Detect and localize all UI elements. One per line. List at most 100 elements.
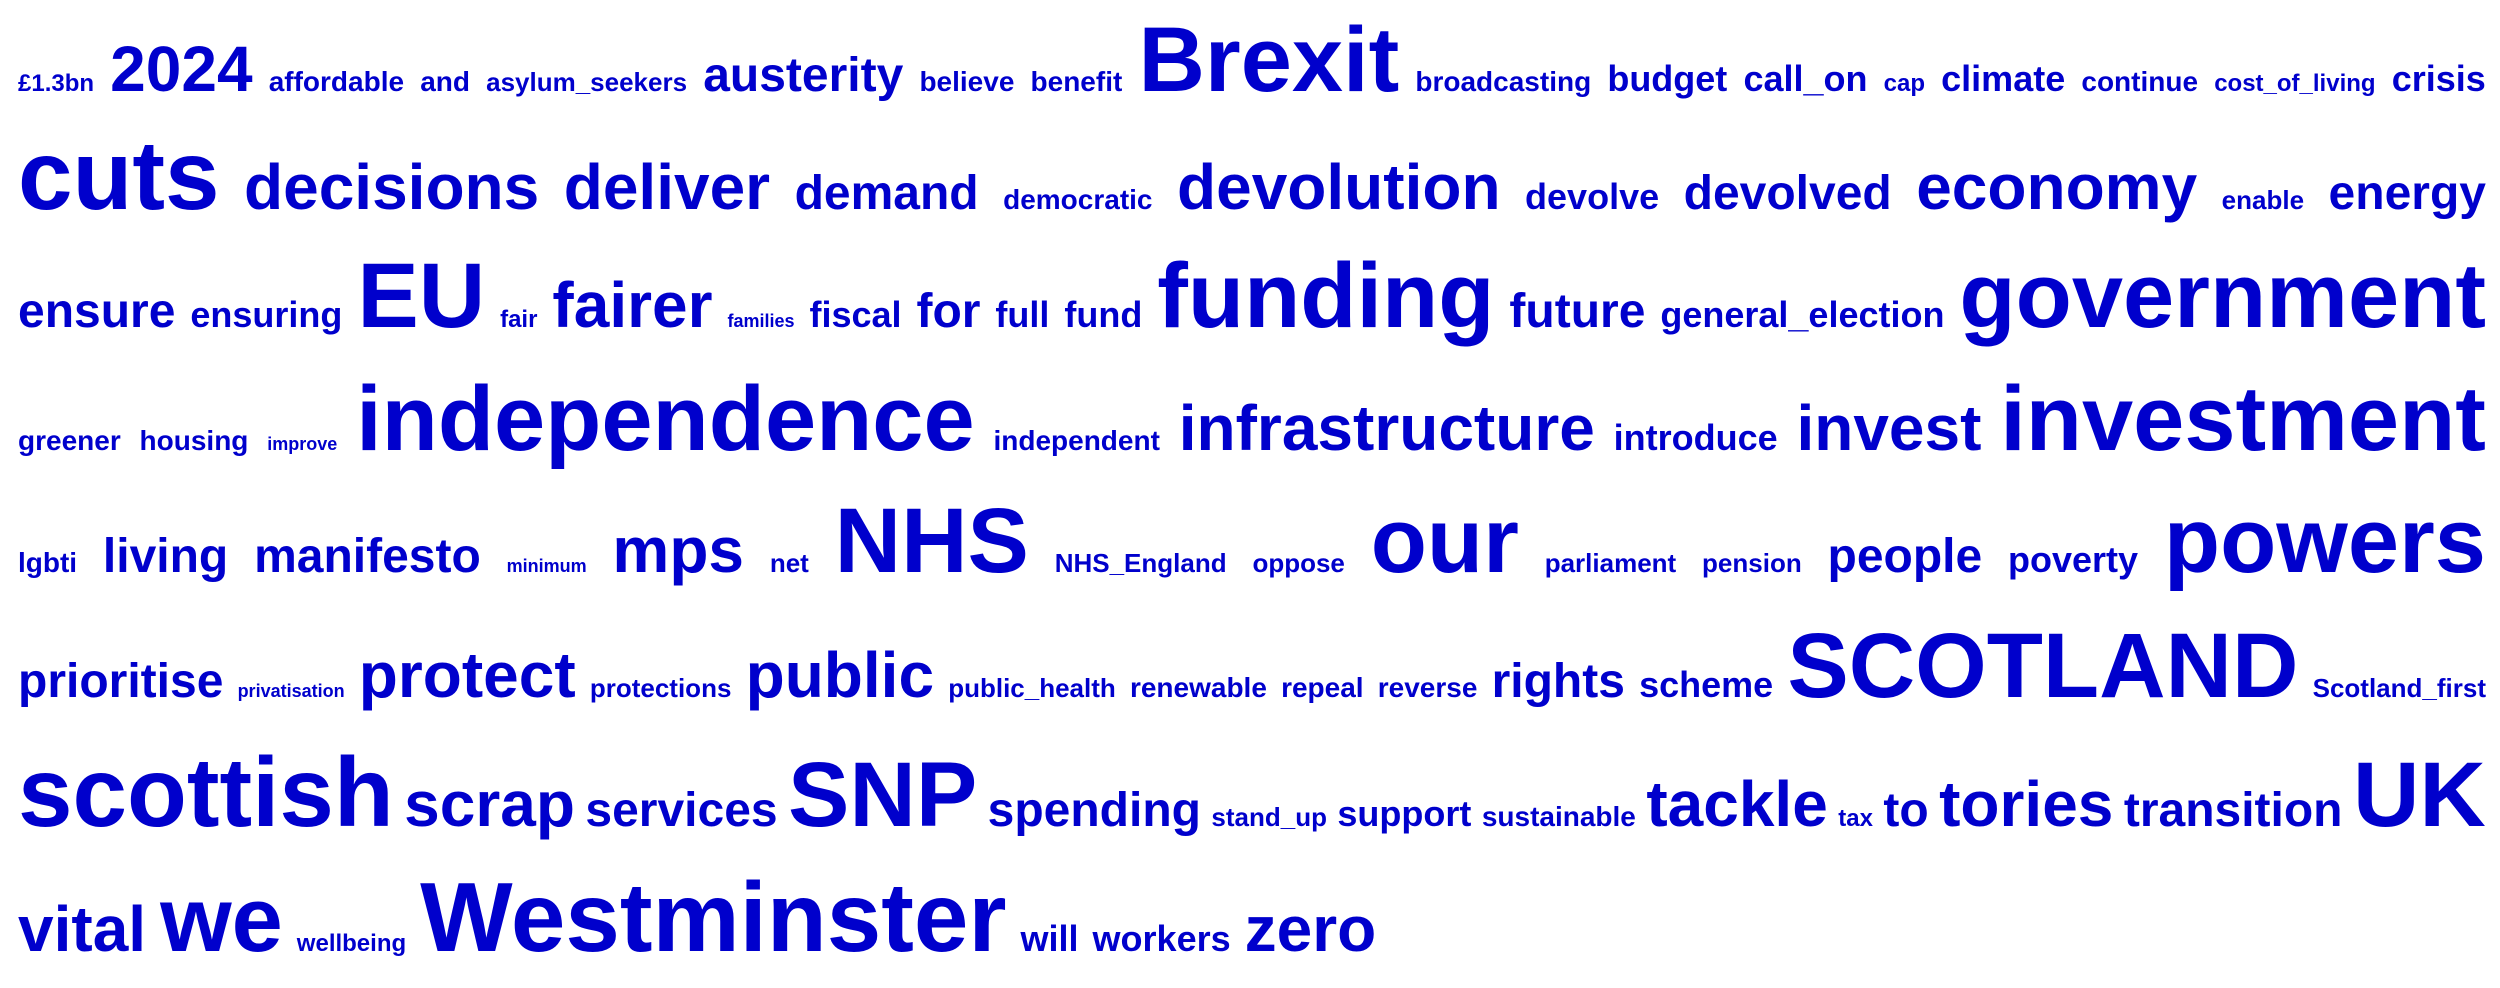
word: spending bbox=[987, 784, 1201, 837]
word-row-8: vital we wellbeing Westminster will workers ze… bbox=[18, 868, 2486, 966]
word: invest bbox=[1796, 392, 1982, 464]
word: call_on bbox=[1743, 58, 1868, 99]
word: people bbox=[1827, 530, 1983, 583]
word: SCOTLAND bbox=[1787, 615, 2299, 717]
word-row-3: ensure ensuring EU fair fairer families fiscal… bbox=[18, 250, 2486, 342]
word: we bbox=[160, 869, 283, 971]
word: austerity bbox=[703, 49, 904, 102]
word: enable bbox=[2221, 185, 2305, 215]
word: improve bbox=[267, 434, 338, 454]
word: affordable bbox=[268, 66, 405, 97]
word: living bbox=[102, 530, 229, 583]
word: renewable bbox=[1129, 672, 1267, 703]
word: scrap bbox=[404, 768, 575, 840]
word: powers bbox=[2163, 490, 2486, 592]
word: infrastructure bbox=[1178, 392, 1595, 464]
word: tories bbox=[1939, 768, 2114, 840]
word: devolution bbox=[1177, 151, 1501, 223]
word: cap bbox=[1883, 70, 1926, 97]
word: net bbox=[769, 548, 809, 578]
word: public_health bbox=[948, 673, 1116, 703]
word-row-2: cuts decisions deliver demand democratic devo… bbox=[18, 126, 2486, 224]
word: families bbox=[727, 311, 795, 331]
word: poverty bbox=[2008, 539, 2139, 580]
word: 2024 bbox=[110, 33, 253, 105]
word: prioritise bbox=[18, 655, 224, 708]
word: services bbox=[585, 784, 778, 837]
word: manifesto bbox=[254, 530, 481, 583]
word: will bbox=[1020, 918, 1079, 959]
word: cost_of_living bbox=[2214, 70, 2376, 97]
word: NHS bbox=[834, 490, 1029, 592]
word: support bbox=[1337, 793, 1472, 834]
word: housing bbox=[139, 425, 249, 456]
word: government bbox=[1959, 245, 2486, 347]
word: rights bbox=[1491, 655, 1625, 708]
word: decisions bbox=[244, 151, 540, 223]
word: EU bbox=[357, 245, 486, 347]
word: sustainable bbox=[1481, 801, 1636, 832]
word: Westminster bbox=[420, 862, 1007, 972]
word: fair bbox=[500, 306, 538, 333]
word: vital bbox=[18, 893, 147, 965]
word: general_election bbox=[1660, 294, 1945, 335]
word: continue bbox=[2081, 66, 2199, 97]
word: devolve bbox=[1525, 176, 1660, 217]
word: tackle bbox=[1646, 768, 1828, 840]
word: devolved bbox=[1683, 167, 1892, 220]
word: £1.3bn bbox=[18, 70, 95, 97]
word-row-4: greener housing improve independence indepen… bbox=[18, 373, 2486, 465]
word: protections bbox=[589, 673, 732, 703]
word: independent bbox=[993, 425, 1160, 456]
word: lgbti bbox=[18, 547, 78, 578]
word: UK bbox=[2352, 744, 2486, 846]
word: fiscal bbox=[809, 294, 902, 335]
word: future bbox=[1509, 285, 1646, 338]
word: wellbeing bbox=[296, 930, 407, 957]
word: workers bbox=[1092, 918, 1231, 959]
word: and bbox=[420, 66, 470, 97]
word: tax bbox=[1838, 805, 1873, 832]
word: asylum_seekers bbox=[486, 67, 688, 97]
word: NHS_England bbox=[1054, 548, 1227, 578]
word: introduce bbox=[1613, 417, 1778, 458]
word: independence bbox=[356, 368, 975, 470]
word: parliament bbox=[1544, 548, 1677, 578]
word-row-5: lgbti living manifesto minimum mps net NHS NHS_… bbox=[18, 495, 2486, 587]
word: full bbox=[995, 294, 1050, 335]
word: ensure bbox=[18, 285, 176, 338]
word: minimum bbox=[506, 556, 587, 576]
word: scottish bbox=[18, 737, 394, 847]
word: scheme bbox=[1639, 664, 1774, 705]
word: investment bbox=[2000, 368, 2486, 470]
word: funding bbox=[1157, 245, 1495, 347]
word: mps bbox=[612, 514, 745, 586]
word: economy bbox=[1916, 151, 2198, 223]
word: to bbox=[1883, 784, 1929, 837]
word: public bbox=[745, 639, 935, 711]
word: stand_up bbox=[1211, 802, 1327, 832]
word: crisis bbox=[2391, 58, 2486, 99]
word-row-6: prioritise privatisation protect protection… bbox=[18, 620, 2486, 712]
word: for bbox=[916, 285, 981, 338]
word: transition bbox=[2123, 784, 2343, 837]
word: believe bbox=[919, 66, 1015, 97]
word: deliver bbox=[563, 151, 771, 223]
word: budget bbox=[1607, 58, 1728, 99]
word: reverse bbox=[1377, 672, 1478, 703]
word: fairer bbox=[552, 269, 713, 341]
word: demand bbox=[794, 167, 979, 220]
word: benefit bbox=[1030, 66, 1123, 97]
word: our bbox=[1370, 490, 1519, 592]
word: cuts bbox=[18, 120, 220, 230]
word: ensuring bbox=[190, 294, 343, 335]
word-row-7: scottish scrap services SNP spending stand_up… bbox=[18, 743, 2486, 841]
word: Scotland_first bbox=[2312, 673, 2486, 703]
word: repeal bbox=[1281, 672, 1364, 703]
word: privatisation bbox=[237, 681, 345, 701]
word: oppose bbox=[1252, 548, 1345, 578]
word: climate bbox=[1941, 58, 2066, 99]
word: democratic bbox=[1003, 184, 1153, 215]
word: pension bbox=[1702, 548, 1802, 578]
word: broadcasting bbox=[1415, 66, 1592, 97]
